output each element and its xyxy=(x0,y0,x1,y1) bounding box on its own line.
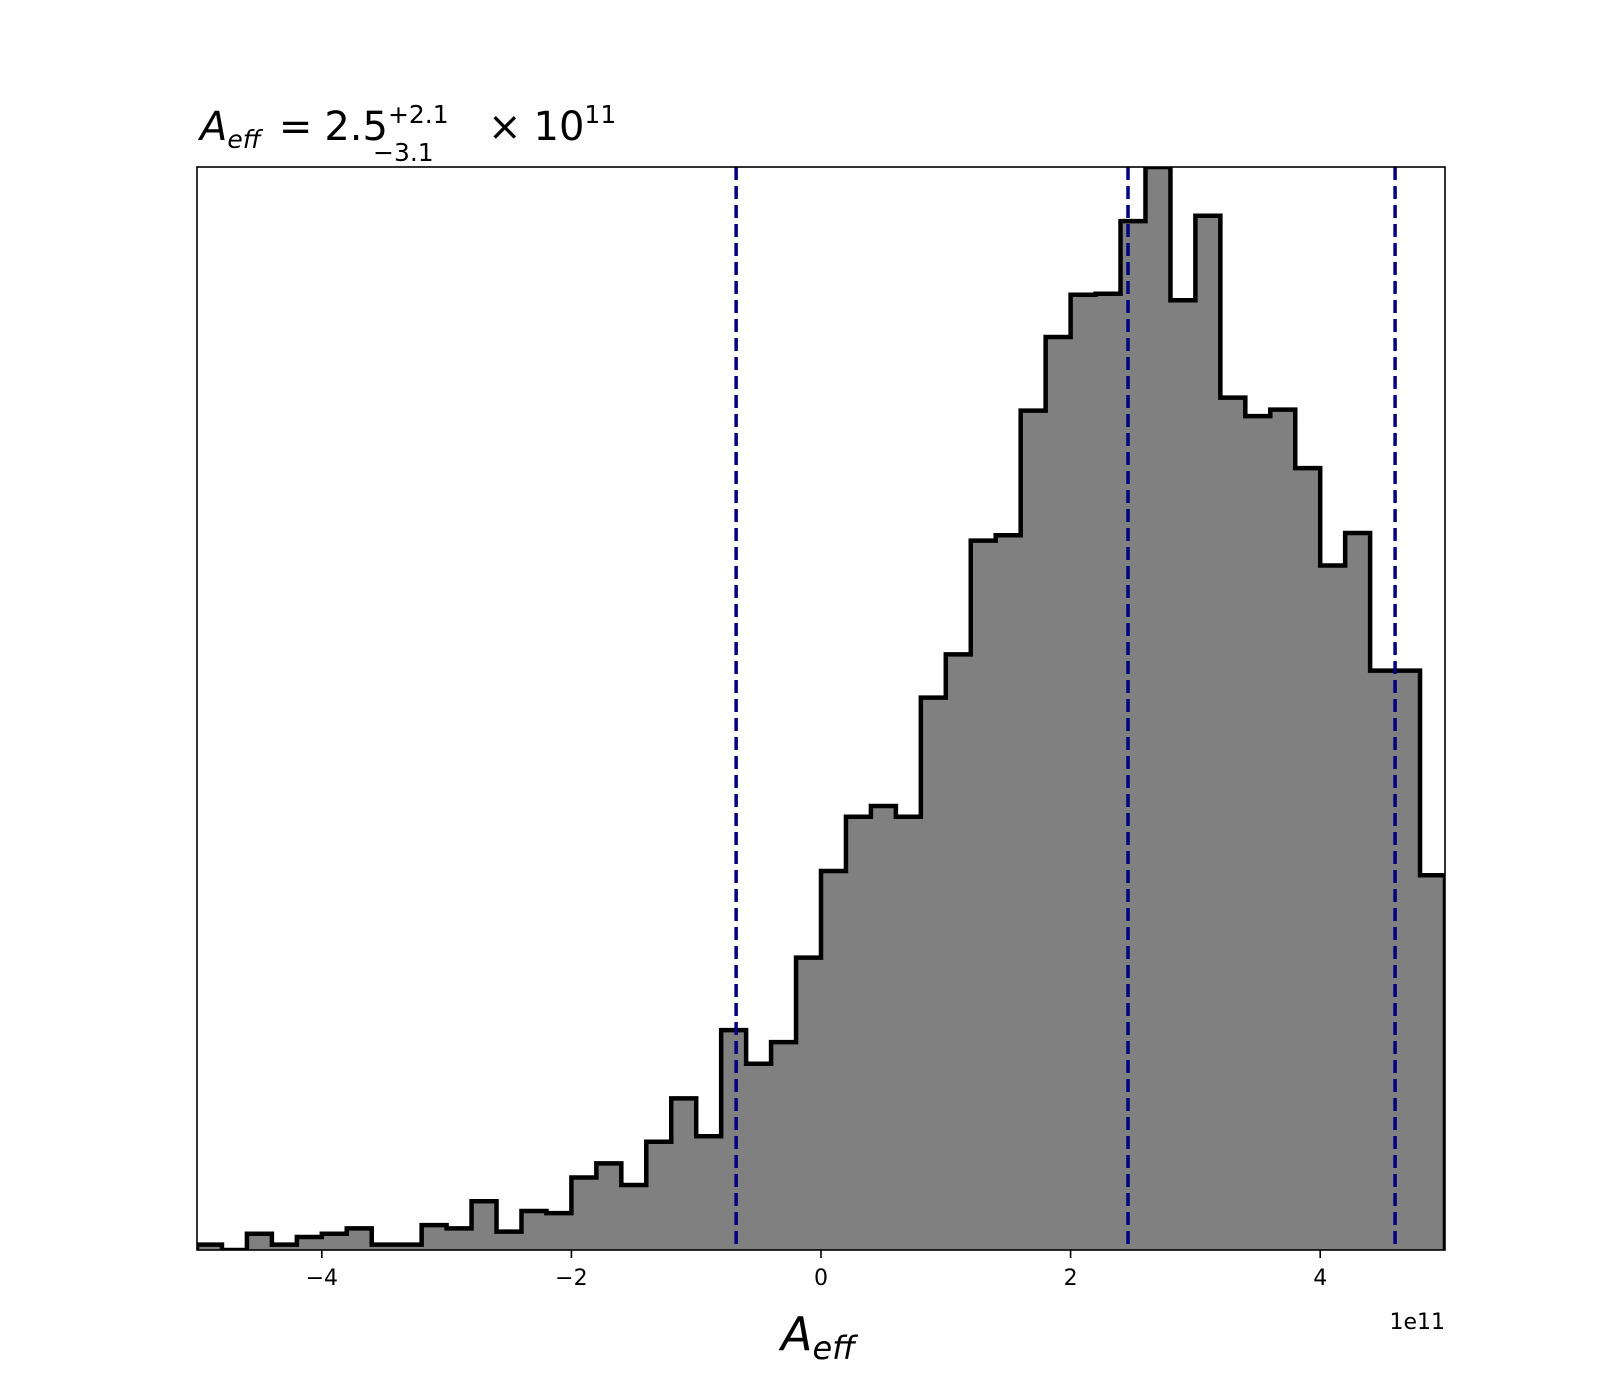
histogram-bar xyxy=(321,1233,348,1250)
histogram-bar xyxy=(546,1213,572,1250)
histogram-bar xyxy=(895,816,922,1250)
title-error-plus: +2.1 xyxy=(388,100,449,129)
histogram-bar xyxy=(1120,221,1147,1250)
histogram-bar xyxy=(646,1141,672,1250)
histogram-bar xyxy=(1095,293,1122,1250)
title-error-minus: −3.1 xyxy=(373,138,434,167)
histogram-bar xyxy=(271,1244,298,1250)
histogram-bars xyxy=(197,167,1445,1250)
xlabel-subscript: eff xyxy=(812,1329,859,1367)
quantile-lines xyxy=(734,167,1397,1250)
title-median: 2.5 xyxy=(324,104,388,150)
histogram-bar xyxy=(1245,416,1271,1250)
x-tick-label: −4 xyxy=(306,1266,338,1291)
histogram-bar xyxy=(1270,409,1296,1250)
x-tick-label: −2 xyxy=(555,1266,587,1291)
histogram-bar xyxy=(1320,565,1346,1250)
histogram-bar xyxy=(421,1225,448,1250)
histogram-bar xyxy=(920,697,947,1250)
histogram-bar xyxy=(870,805,897,1250)
x-tick-label: 0 xyxy=(814,1266,828,1291)
histogram-bar xyxy=(1145,167,1172,1250)
histogram-bar xyxy=(721,1030,747,1250)
x-tick-label: 2 xyxy=(1064,1266,1078,1291)
histogram-bar xyxy=(1370,670,1396,1250)
histogram-bar xyxy=(596,1163,622,1250)
title-exponent: 11 xyxy=(584,100,616,129)
histogram-bar xyxy=(1045,337,1072,1250)
histogram-bar xyxy=(1020,410,1047,1250)
histogram-bar xyxy=(346,1228,373,1250)
histogram-bar xyxy=(471,1201,498,1250)
histogram-bar xyxy=(845,816,872,1250)
histogram-bar xyxy=(197,1244,223,1250)
histogram-bar xyxy=(246,1233,273,1250)
histogram-outline-group xyxy=(197,167,1445,1250)
title-times: × xyxy=(488,104,522,150)
title-variable-subscript: eff xyxy=(227,125,263,154)
histogram-bar xyxy=(1345,533,1371,1250)
histogram-bar xyxy=(1170,300,1196,1250)
histogram-bar xyxy=(621,1185,647,1250)
x-axis-ticks: −4 −2 0 2 4 xyxy=(306,1250,1327,1291)
histogram-bar xyxy=(371,1244,398,1250)
histogram-bar xyxy=(821,870,847,1250)
title-equals: = xyxy=(279,104,313,150)
histogram-bar xyxy=(571,1177,597,1250)
histogram-bar xyxy=(1220,397,1246,1250)
histogram-bar xyxy=(771,1042,797,1250)
histogram-bar xyxy=(746,1063,772,1250)
histogram-bar xyxy=(396,1244,423,1250)
x-axis-offset-text: 1e11 xyxy=(1389,1310,1445,1335)
x-tick-label: 4 xyxy=(1313,1266,1327,1291)
histogram-bar xyxy=(1420,875,1445,1250)
histogram-bar xyxy=(1195,215,1221,1250)
histogram-bar xyxy=(696,1136,722,1250)
histogram-bar xyxy=(296,1237,323,1250)
histogram-bar xyxy=(671,1098,697,1250)
histogram-bar xyxy=(1295,468,1321,1250)
title-exp-base: 10 xyxy=(534,104,585,150)
histogram-outline xyxy=(197,167,1445,1250)
histogram-bar xyxy=(1395,670,1421,1250)
histogram-bar xyxy=(796,957,822,1250)
title-variable: A xyxy=(197,104,227,150)
histogram-bar xyxy=(970,540,997,1250)
histogram-bar xyxy=(521,1211,548,1250)
histogram-bar xyxy=(1070,294,1097,1250)
histogram-bar xyxy=(945,654,972,1250)
chart-title: Aeff = 2.5+2.1 −3.1 × 1011 xyxy=(197,100,616,167)
histogram-bar xyxy=(496,1231,523,1250)
histogram-bar xyxy=(446,1228,473,1250)
histogram-bar xyxy=(995,535,1022,1250)
xlabel-variable: A xyxy=(778,1307,812,1361)
x-axis-label: Aeff xyxy=(778,1307,859,1367)
